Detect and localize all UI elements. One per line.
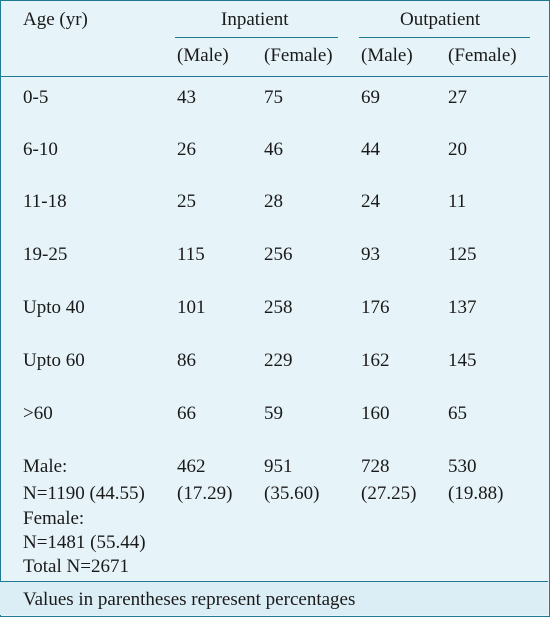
cell-in-male: 115 xyxy=(177,244,205,265)
cell-age: Upto 60 xyxy=(23,350,85,371)
cell-age: 6-10 xyxy=(23,139,58,160)
summary-in-female-pct: (35.60) xyxy=(264,483,320,504)
header-outpatient: Outpatient xyxy=(400,9,481,30)
summary-female-label: Female: xyxy=(23,508,85,529)
subheader-out-female: (Female) xyxy=(448,45,517,66)
table-row: 6-10 26 46 44 20 xyxy=(0,139,548,161)
table-row: 0-5 43 75 69 27 xyxy=(0,87,548,109)
summary-out-male: 728 xyxy=(361,456,390,477)
cell-out-male: 69 xyxy=(361,87,380,108)
footer-rule xyxy=(0,581,548,582)
cell-in-female: 28 xyxy=(264,191,283,212)
cell-out-female: 11 xyxy=(448,191,467,212)
cell-in-male: 43 xyxy=(177,87,196,108)
cell-in-male: 25 xyxy=(177,191,196,212)
cell-out-female: 145 xyxy=(448,350,477,371)
cell-out-male: 160 xyxy=(361,403,390,424)
cell-out-female: 20 xyxy=(448,139,467,160)
header-age: Age (yr) xyxy=(23,9,88,30)
cell-out-male: 93 xyxy=(361,244,380,265)
cell-out-female: 27 xyxy=(448,87,467,108)
cell-age: 0-5 xyxy=(23,87,49,108)
summary-out-male-pct: (27.25) xyxy=(361,483,417,504)
subheader-out-male: (Male) xyxy=(361,45,413,66)
inpatient-underline xyxy=(175,37,338,38)
cell-out-female: 125 xyxy=(448,244,477,265)
footnote: Values in parentheses represent percenta… xyxy=(23,589,356,610)
summary-female-n: N=1481 (55.44) xyxy=(23,532,146,553)
footnote-band xyxy=(0,582,548,615)
cell-in-female: 75 xyxy=(264,87,283,108)
cell-in-male: 101 xyxy=(177,297,206,318)
summary-in-male: 462 xyxy=(177,456,206,477)
cell-out-female: 65 xyxy=(448,403,467,424)
table-row: Upto 40 101 258 176 137 xyxy=(0,297,548,319)
cell-out-female: 137 xyxy=(448,297,477,318)
table-row: >60 66 59 160 65 xyxy=(0,403,548,425)
cell-out-male: 176 xyxy=(361,297,390,318)
cell-age: >60 xyxy=(23,403,53,424)
cell-out-male: 162 xyxy=(361,350,390,371)
cell-in-male: 86 xyxy=(177,350,196,371)
table-row: 19-25 115 256 93 125 xyxy=(0,244,548,266)
summary-total: Total N=2671 xyxy=(23,556,129,577)
cell-in-female: 59 xyxy=(264,403,283,424)
cell-age: 11-18 xyxy=(23,191,67,212)
cell-in-male: 26 xyxy=(177,139,196,160)
header-inpatient: Inpatient xyxy=(221,9,289,30)
summary-in-female: 951 xyxy=(264,456,293,477)
cell-out-male: 24 xyxy=(361,191,380,212)
table-row: Upto 60 86 229 162 145 xyxy=(0,350,548,372)
cell-in-female: 229 xyxy=(264,350,293,371)
summary-out-female: 530 xyxy=(448,456,477,477)
summary-male-label: Male: xyxy=(23,456,68,477)
cell-out-male: 44 xyxy=(361,139,380,160)
header-rule xyxy=(0,76,548,77)
subheader-in-male: (Male) xyxy=(177,45,229,66)
cell-in-male: 66 xyxy=(177,403,196,424)
table-row: 11-18 25 28 24 11 xyxy=(0,191,548,213)
summary-out-female-pct: (19.88) xyxy=(448,483,504,504)
outpatient-underline xyxy=(359,37,530,38)
subheader-in-female: (Female) xyxy=(264,45,333,66)
summary-in-male-pct: (17.29) xyxy=(177,483,233,504)
cell-in-female: 46 xyxy=(264,139,283,160)
cell-age: 19-25 xyxy=(23,244,68,265)
summary-male-n: N=1190 (44.55) xyxy=(23,483,145,504)
cell-age: Upto 40 xyxy=(23,297,85,318)
cell-in-female: 256 xyxy=(264,244,293,265)
cell-in-female: 258 xyxy=(264,297,293,318)
